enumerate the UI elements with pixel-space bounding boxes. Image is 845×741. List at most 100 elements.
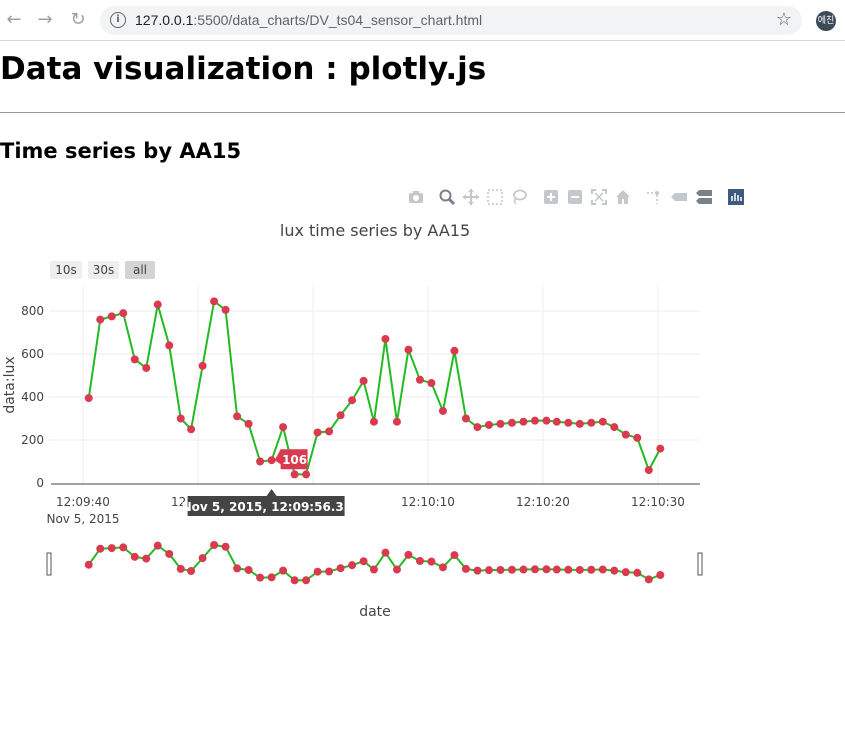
rangeslider-point [369, 565, 378, 574]
data-point[interactable] [473, 423, 482, 432]
zoom-icon[interactable] [438, 188, 456, 206]
data-point[interactable] [313, 428, 322, 437]
data-point[interactable] [325, 427, 334, 436]
data-point[interactable] [359, 376, 368, 385]
data-point[interactable] [598, 417, 607, 426]
data-point[interactable] [142, 363, 151, 372]
rangeslider-point [530, 565, 539, 574]
data-point[interactable] [233, 412, 242, 421]
data-point[interactable] [302, 470, 311, 479]
data-point[interactable] [348, 396, 357, 405]
address-bar[interactable]: i 127.0.0.1:5500/data_charts/DV_ts04_sen… [100, 6, 802, 35]
range-button-30s[interactable]: 30s [88, 261, 119, 279]
data-point[interactable] [438, 406, 447, 415]
hover-value-box [274, 449, 308, 470]
data-point[interactable] [198, 361, 207, 370]
data-point[interactable] [552, 417, 561, 426]
data-point[interactable] [656, 444, 665, 453]
rangeslider-point [256, 573, 265, 582]
rangeslider-point [198, 554, 207, 563]
back-arrow-icon[interactable]: ← [6, 9, 22, 30]
data-point[interactable] [176, 414, 185, 423]
data-point[interactable] [392, 417, 401, 426]
data-point[interactable] [369, 417, 378, 426]
data-point[interactable] [165, 341, 174, 350]
data-point[interactable] [450, 346, 459, 355]
zoom-in-icon[interactable] [542, 188, 560, 206]
star-icon[interactable]: ☆ [775, 9, 792, 30]
data-point[interactable] [461, 414, 470, 423]
rangeslider-point [610, 566, 619, 575]
data-point[interactable] [507, 418, 516, 427]
data-point[interactable] [587, 418, 596, 427]
rangeslider-point [96, 544, 105, 553]
data-point[interactable] [404, 345, 413, 354]
pan-icon[interactable] [462, 188, 480, 206]
avatar[interactable]: 에친 [816, 11, 836, 31]
data-point[interactable] [279, 423, 288, 432]
hover-x-label: Nov 5, 2015, 12:09:56.389 [182, 500, 361, 514]
rangeslider-point [587, 565, 596, 574]
data-point[interactable] [415, 375, 424, 384]
plotly-logo-icon[interactable] [727, 188, 745, 206]
forward-arrow-icon[interactable]: → [37, 9, 53, 30]
data-point[interactable] [130, 355, 139, 364]
range-button-10s[interactable]: 10s [50, 261, 82, 279]
data-point[interactable] [187, 425, 196, 434]
data-point[interactable] [336, 411, 345, 420]
rangeslider-point [461, 564, 470, 573]
rangeslider-point [187, 567, 196, 576]
rangeslider-point [210, 541, 219, 549]
rangeslider-point [233, 564, 242, 573]
data-point[interactable] [119, 309, 128, 318]
url-text[interactable]: 127.0.0.1:5500/data_charts/DV_ts04_senso… [135, 12, 482, 28]
x-tick-date-label: Nov 5, 2015 [46, 512, 119, 526]
range-button-all[interactable]: all [125, 261, 155, 279]
data-point[interactable] [210, 297, 219, 306]
data-point[interactable] [267, 456, 276, 465]
y-tick-label: 0 [36, 476, 44, 490]
autoscale-icon[interactable] [590, 188, 608, 206]
rangeslider-handle-right[interactable] [697, 552, 703, 576]
data-point[interactable] [153, 300, 162, 309]
data-point[interactable] [542, 416, 551, 425]
camera-icon[interactable] [407, 188, 425, 206]
rangeslider-point [473, 566, 482, 575]
y-axis-title: data:lux [2, 356, 18, 413]
data-point[interactable] [564, 418, 573, 427]
data-point[interactable] [221, 305, 230, 314]
hover-value-label: 106 [282, 453, 307, 467]
data-point[interactable] [427, 379, 436, 388]
data-point[interactable] [256, 457, 265, 466]
data-point[interactable] [575, 419, 584, 428]
data-point[interactable] [496, 419, 505, 428]
data-point[interactable] [519, 417, 528, 426]
rangeslider-handle-left[interactable] [46, 552, 52, 576]
rangeslider-point [404, 550, 413, 559]
data-point[interactable] [96, 315, 105, 324]
box-select-icon[interactable] [486, 188, 504, 206]
data-point[interactable] [244, 419, 253, 428]
rangeslider-point [244, 565, 253, 574]
zoom-out-icon[interactable] [566, 188, 584, 206]
data-point[interactable] [530, 416, 539, 425]
data-point[interactable] [644, 466, 653, 475]
y-tick-label: 400 [21, 390, 44, 404]
data-point[interactable] [107, 312, 116, 321]
lasso-select-icon[interactable] [510, 188, 528, 206]
data-point[interactable] [84, 394, 93, 403]
data-point[interactable] [381, 334, 390, 343]
data-point[interactable] [610, 423, 619, 432]
hover-compare-icon[interactable] [695, 188, 713, 206]
reset-axes-icon[interactable] [614, 188, 632, 206]
reload-icon[interactable]: ↻ [70, 9, 86, 30]
spike-lines-icon[interactable] [645, 188, 663, 206]
hover-closest-icon[interactable] [670, 188, 688, 206]
data-point[interactable] [621, 430, 630, 439]
data-point[interactable] [633, 433, 642, 442]
rangeslider-point [519, 565, 528, 574]
y-tick-label: 200 [21, 433, 44, 447]
data-point[interactable] [290, 470, 299, 479]
info-icon[interactable]: i [110, 12, 126, 28]
data-point[interactable] [484, 420, 493, 429]
